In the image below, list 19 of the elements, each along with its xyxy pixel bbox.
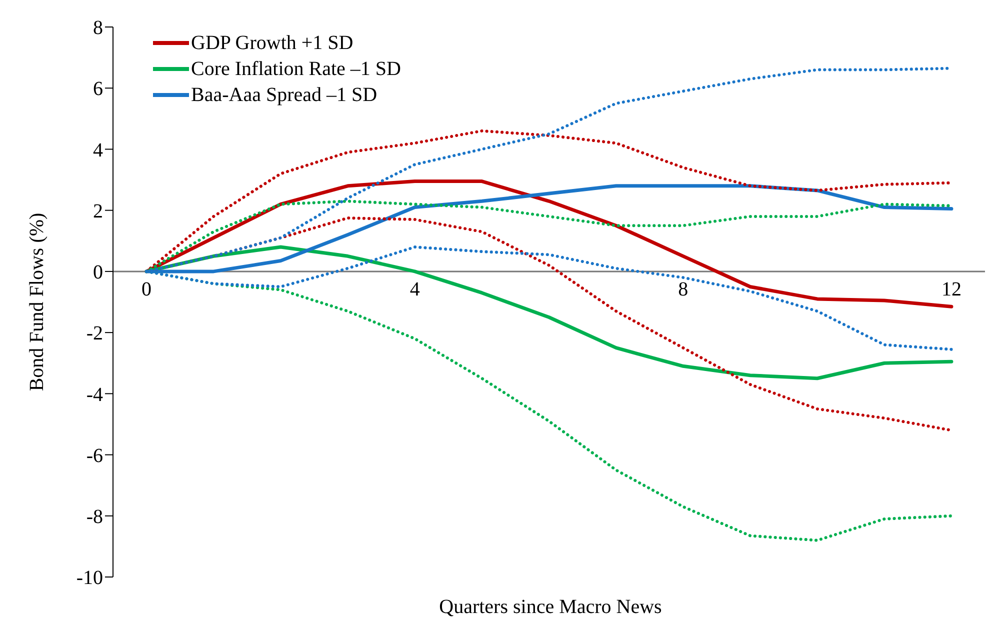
x-tick-label: 12 <box>941 278 962 300</box>
y-tick-label: 0 <box>93 262 103 284</box>
legend-label: GDP Growth +1 SD <box>191 31 354 56</box>
y-tick-label: -4 <box>86 384 103 406</box>
legend-label: Core Inflation Rate –1 SD <box>191 57 401 82</box>
x-axis-title: Quarters since Macro News <box>438 596 663 619</box>
y-tick-label: -2 <box>86 322 103 345</box>
y-tick-label: 2 <box>93 200 103 222</box>
x-tick-label: 4 <box>410 278 420 300</box>
x-tick-label: 8 <box>678 278 688 300</box>
x-tick-label: 0 <box>142 278 152 300</box>
y-tick-label: 4 <box>93 139 103 162</box>
y-tick-label: -8 <box>86 506 103 528</box>
y-tick-label: -6 <box>86 444 103 467</box>
y-tick-label: -10 <box>76 567 103 590</box>
y-axis-title: Bond Fund Flows (%) <box>26 212 48 392</box>
y-tick-label: 6 <box>93 78 103 100</box>
y-tick-label: 8 <box>93 17 103 40</box>
legend-label: Baa-Aaa Spread –1 SD <box>191 83 378 108</box>
